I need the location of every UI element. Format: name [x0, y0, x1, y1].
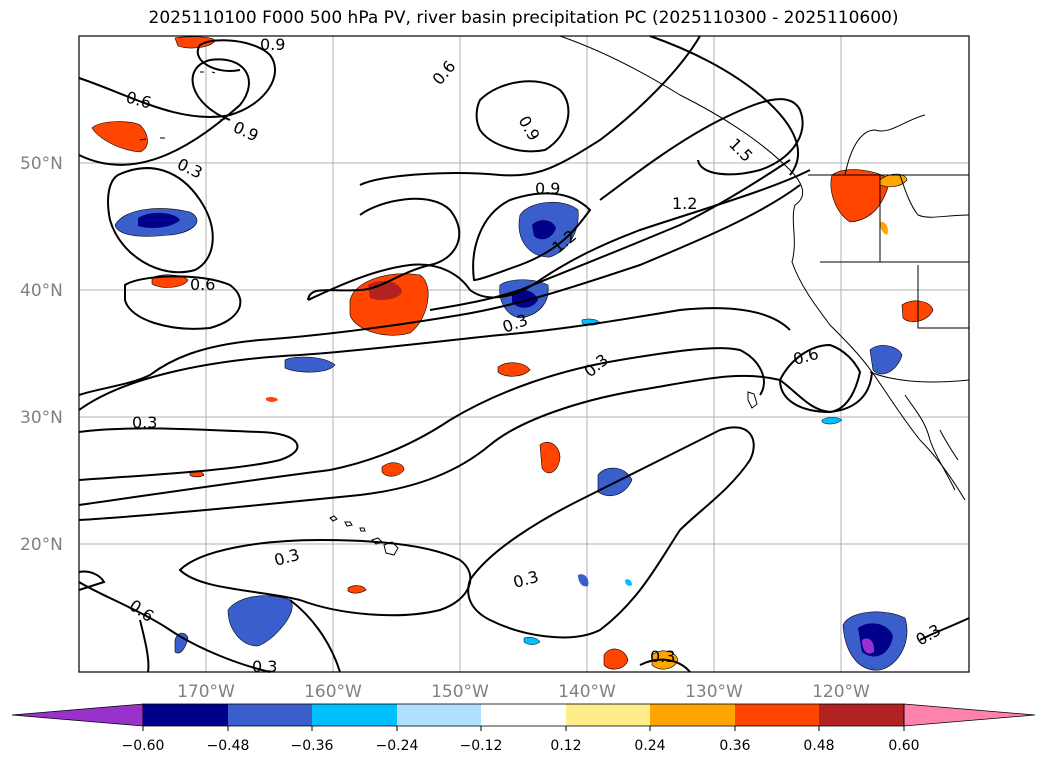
map-frame: [78, 35, 970, 673]
lon-label: 150°W: [431, 682, 489, 702]
colorbar-tick: 0.48: [803, 738, 834, 754]
contour-label: 0.9: [260, 35, 285, 54]
lon-label: 170°W: [177, 682, 235, 702]
colorbar-segment: [819, 704, 904, 726]
lon-label: 160°W: [304, 682, 362, 702]
lon-label: 130°W: [685, 682, 743, 702]
colorbar-tick: 0.12: [550, 738, 581, 754]
lat-label: 20°N: [20, 535, 63, 555]
contour-label: 0.6: [190, 275, 215, 294]
colorbar-segment: [566, 704, 650, 726]
lat-label: 40°N: [20, 281, 63, 301]
contour-label: 0.9: [535, 179, 560, 198]
colorbar-extend-min: [11, 703, 144, 727]
lat-label: 50°N: [20, 154, 63, 174]
contour-label: 0.3: [650, 647, 675, 666]
colorbar-segment: [735, 704, 819, 726]
graticule: [79, 36, 969, 672]
colorbar-tick: −0.48: [207, 738, 250, 754]
colorbar-segment: [481, 704, 566, 726]
coastline: [559, 35, 970, 501]
colorbar-tick: 0.36: [719, 738, 750, 754]
contour-label: 0.3: [132, 413, 157, 432]
colorbar-segment: [650, 704, 735, 726]
colorbar-extend-max: [903, 703, 1036, 727]
colorbar-tick: −0.60: [122, 738, 165, 754]
lon-axis: 170°W 160°W 150°W 140°W 130°W 120°W: [177, 682, 870, 702]
colorbar-segment: [397, 704, 481, 726]
lat-label: 30°N: [20, 408, 63, 428]
colorbar-tick: −0.12: [460, 738, 503, 754]
colorbar-tick: 0.24: [634, 738, 665, 754]
contour-label: 1.2: [672, 194, 697, 213]
colorbar-segment: [143, 704, 228, 726]
colorbar: −0.60 −0.48 −0.36 −0.24 −0.12 0.12 0.24 …: [11, 703, 1036, 754]
map-title: 2025110100 F000 500 hPa PV, river basin …: [148, 8, 899, 28]
contour-label: 0.3: [252, 657, 277, 676]
colorbar-segment: [228, 704, 312, 726]
lat-axis: 50°N 40°N 30°N 20°N: [20, 154, 63, 555]
colorbar-tick: 0.60: [888, 738, 919, 754]
map-panel: 0.9 0.6 0.9 0.6 0.9 0.3 0.9 1.2 1.5 1.2 …: [78, 35, 970, 676]
lon-label: 140°W: [558, 682, 616, 702]
colorbar-tick: −0.36: [291, 738, 334, 754]
pv-contours: [78, 35, 970, 673]
colorbar-segment: [312, 704, 397, 726]
colorbar-tick: −0.24: [376, 738, 419, 754]
lon-label: 120°W: [812, 682, 870, 702]
